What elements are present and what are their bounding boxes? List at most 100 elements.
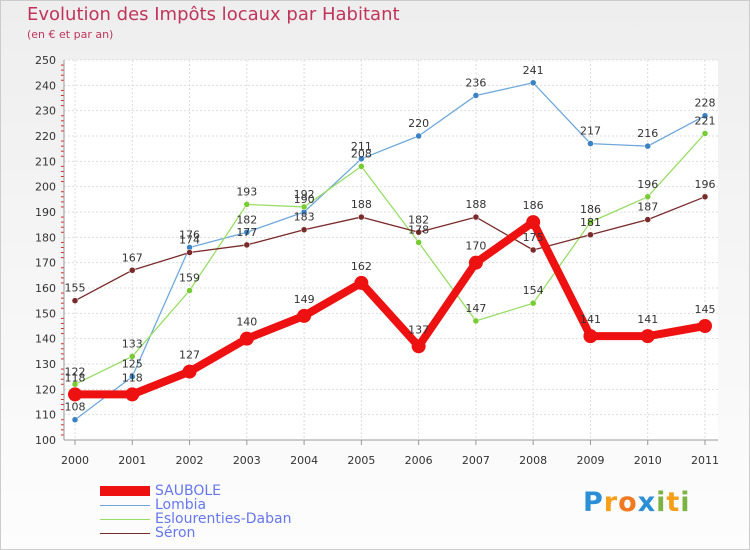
x-tick-label: 2009: [576, 454, 604, 467]
point-saubole: [297, 308, 312, 323]
proxiti-logo: Proxiti: [583, 487, 691, 518]
data-label-eslourenties-daban: 196: [637, 178, 658, 191]
data-label-saubole: 118: [65, 371, 86, 384]
logo-letter: P: [583, 487, 604, 518]
point-eslourenties-daban: [300, 203, 308, 211]
point-saubole: [125, 387, 140, 402]
x-tick-label: 2000: [61, 454, 89, 467]
point-eslourenties-daban: [415, 239, 422, 246]
point-eslourenties-daban: [71, 381, 79, 388]
data-label-lombia: 228: [695, 97, 716, 110]
legend-swatch-eslourenties-daban: [100, 519, 150, 520]
logo-letter: x: [637, 487, 657, 518]
point-s-ron: [644, 216, 651, 223]
logo-letter: o: [618, 487, 638, 518]
data-label-saubole: 186: [523, 199, 544, 212]
data-label-eslourenties-daban: 208: [351, 147, 372, 160]
y-tick-label: 190: [35, 206, 56, 219]
x-tick-label: 2011: [691, 454, 719, 467]
point-lombia: [71, 416, 79, 423]
x-tick-label: 2007: [462, 454, 490, 467]
series-line-saubole: [71, 218, 709, 399]
y-tick-label: 160: [35, 282, 56, 295]
series-line-eslourenties-daban: [74, 132, 706, 385]
y-tick-label: 150: [35, 307, 56, 320]
data-label-s-ron: 183: [294, 211, 315, 224]
x-tick-label: 2005: [347, 454, 375, 467]
point-lombia: [358, 155, 365, 163]
data-label-s-ron: 188: [465, 198, 486, 211]
point-eslourenties-daban: [644, 193, 651, 201]
data-label-saubole: 145: [695, 303, 716, 316]
data-label-lombia: 108: [65, 401, 86, 414]
y-tick-label: 210: [35, 155, 56, 168]
legend-label-seron: Séron: [155, 525, 196, 541]
point-eslourenties-daban: [701, 130, 709, 137]
point-saubole: [698, 319, 712, 333]
y-tick-label: 120: [35, 383, 56, 396]
data-label-saubole: 170: [465, 240, 486, 253]
chart-subtitle: (en € et par an): [27, 28, 114, 41]
data-label-saubole: 127: [179, 349, 200, 362]
point-eslourenties-daban: [243, 201, 251, 208]
point-eslourenties-daban: [358, 163, 365, 170]
y-tick-label: 100: [35, 434, 56, 447]
data-label-saubole: 137: [408, 323, 429, 336]
x-tick-label: 2004: [290, 454, 318, 467]
point-lombia: [129, 373, 136, 380]
data-label-lombia: 176: [179, 228, 200, 241]
point-lombia: [587, 140, 594, 147]
point-eslourenties-daban: [129, 353, 136, 360]
data-label-eslourenties-daban: 178: [408, 223, 429, 236]
point-eslourenties-daban: [186, 287, 193, 294]
logo-letter: r: [603, 487, 619, 518]
point-saubole: [354, 275, 369, 290]
point-lombia: [472, 92, 480, 99]
data-label-saubole: 141: [580, 313, 601, 326]
point-s-ron: [129, 267, 136, 274]
point-s-ron: [71, 297, 79, 304]
point-lombia: [529, 79, 537, 87]
point-lombia: [644, 142, 651, 150]
data-label-lombia: 216: [637, 127, 658, 140]
point-saubole: [239, 331, 254, 346]
data-label-saubole: 141: [637, 313, 658, 326]
data-label-lombia: 236: [465, 76, 486, 89]
y-tick-label: 170: [35, 257, 56, 270]
legend-label-lombia: Lombia: [155, 497, 207, 513]
point-saubole: [411, 339, 426, 354]
point-s-ron: [701, 193, 709, 201]
legend-label-eslourenties-daban: Eslourenties-Daban: [155, 511, 292, 527]
data-label-s-ron: 188: [351, 198, 372, 211]
point-s-ron: [186, 249, 193, 256]
point-s-ron: [415, 229, 422, 236]
y-tick-label: 220: [35, 130, 56, 143]
data-label-eslourenties-daban: 186: [580, 203, 601, 216]
data-label-saubole: 162: [351, 260, 372, 273]
data-label-s-ron: 196: [695, 178, 716, 191]
axes: 100 110 120 130 140 150 160 170 180 190 200 210 220 2…: [35, 54, 719, 467]
data-label-eslourenties-daban: 133: [122, 337, 143, 350]
legend-swatch-saubole: [100, 486, 150, 496]
data-label-lombia: 182: [236, 213, 257, 226]
point-saubole: [68, 387, 82, 402]
point-eslourenties-daban: [529, 299, 537, 307]
data-label-eslourenties-daban: 192: [294, 188, 315, 201]
x-tick-label: 2006: [405, 454, 433, 467]
x-tick-label: 2002: [176, 454, 204, 467]
data-label-s-ron: 174: [179, 234, 200, 247]
chart-title: Evolution des Impôts locaux par Habitant: [27, 4, 400, 25]
data-label-lombia: 217: [580, 125, 601, 138]
y-tick-label: 240: [35, 79, 56, 92]
y-tick-label: 110: [35, 409, 56, 422]
data-label-eslourenties-daban: 193: [236, 185, 257, 198]
point-s-ron: [472, 213, 480, 221]
point-saubole: [182, 364, 197, 379]
data-label-saubole: 149: [294, 293, 315, 306]
point-saubole: [468, 255, 483, 270]
series-line-lombia: [74, 82, 706, 421]
point-s-ron: [587, 231, 594, 239]
data-label-s-ron: 181: [580, 216, 601, 229]
point-saubole: [583, 329, 598, 344]
data-label-eslourenties-daban: 221: [695, 114, 716, 127]
